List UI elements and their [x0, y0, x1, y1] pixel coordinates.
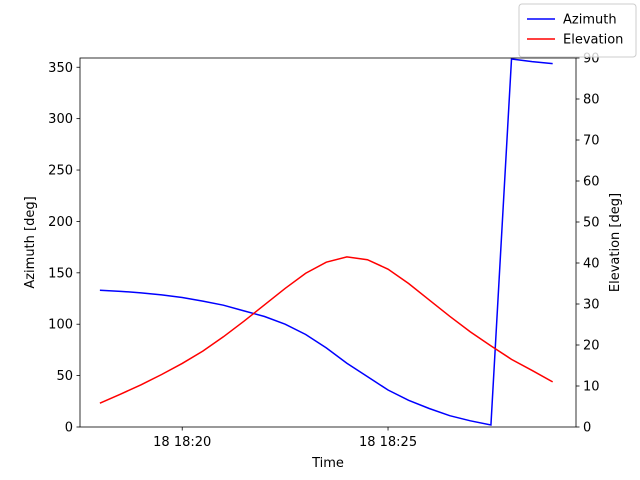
- y2-tick-label: 30: [583, 298, 600, 313]
- legend-box: [518, 3, 637, 58]
- y2-tick-label: 40: [583, 257, 600, 272]
- y2-tick-label: 0: [583, 421, 591, 436]
- y2-tick-label: 20: [583, 339, 600, 354]
- y2-axis-label: Elevation [deg]: [608, 193, 623, 292]
- y-tick-label: 300: [48, 112, 73, 127]
- legend-label: Azimuth: [563, 13, 617, 28]
- y-tick-label: 200: [48, 215, 73, 230]
- y-tick-label: 50: [56, 369, 73, 384]
- y2-tick-label: 70: [583, 134, 600, 149]
- y2-tick-label: 10: [583, 380, 600, 395]
- y-tick-label: 100: [48, 318, 73, 333]
- y-tick-label: 0: [65, 421, 73, 436]
- y-axis-label: Azimuth [deg]: [23, 196, 38, 288]
- plot-frame: [79, 57, 577, 428]
- x-tick-label: 18 18:25: [359, 435, 417, 450]
- y-tick-label: 350: [48, 61, 73, 76]
- y2-tick-label: 50: [583, 216, 600, 231]
- y2-tick-label: 80: [583, 93, 600, 108]
- series-line: [99, 58, 553, 426]
- x-tick-label: 18 18:20: [153, 435, 211, 450]
- x-axis-label: Time: [311, 456, 344, 471]
- y2-tick-label: 60: [583, 175, 600, 190]
- series-line: [99, 256, 554, 404]
- y-tick-label: 150: [48, 266, 73, 281]
- y-tick-label: 250: [48, 164, 73, 179]
- legend-label: Elevation: [563, 33, 623, 48]
